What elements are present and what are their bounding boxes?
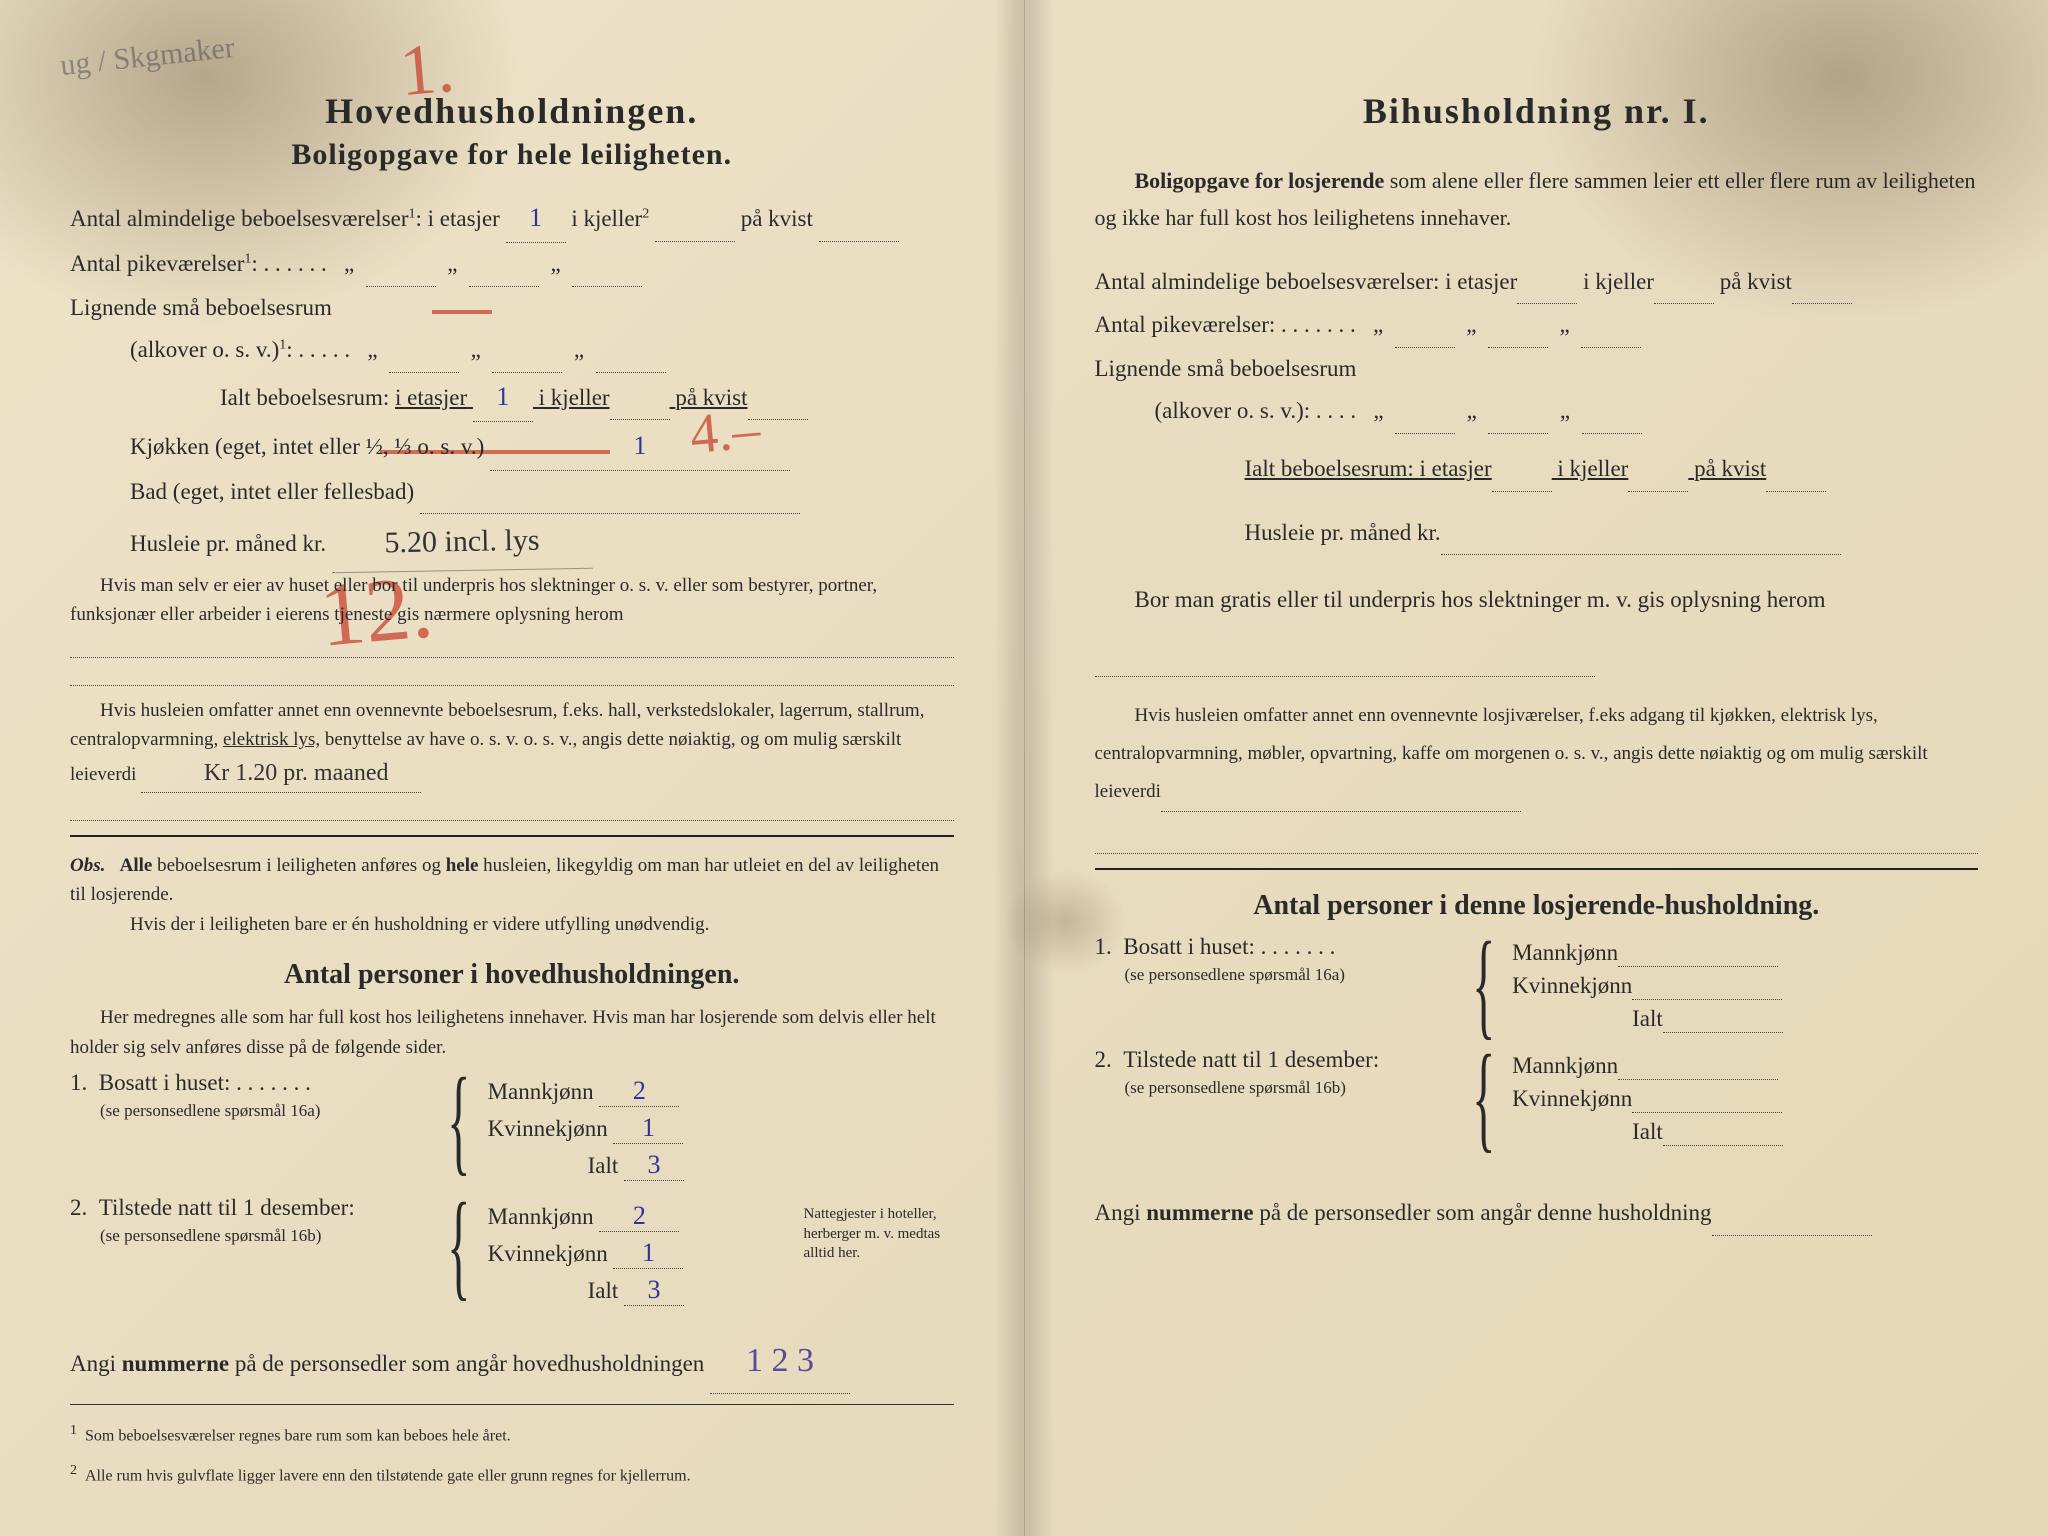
line-pike: Antal pikeværelser1: . . . . . . „ „ „ [70,243,954,287]
left-subtitle: Boligopgave for hele leiligheten. [70,138,954,172]
line-alkover-b: (alkover o. s. v.)1: . . . . . „ „ „ [70,329,954,373]
para-extras: Hvis husleien omfatter annet enn ovennev… [70,696,954,793]
r-q1: 1. Bosatt i huset: . . . . . . . (se per… [1095,934,1979,1039]
r-para1: Bor man gratis eller til underpris hos s… [1095,575,1979,677]
right-page: Bihusholdning nr. I. Boligopgave for los… [1025,0,2048,1536]
line-bath: Bad (eget, intet eller fellesbad) [70,471,954,515]
footnote-2: 2 Alle rum hvis gulvflate ligger lavere … [70,1463,954,1485]
pencil-note: ug / Skgmaker [59,31,237,83]
left-title: Hovedhusholdningen. [70,90,954,132]
q2-row: 2. Tilstede natt til 1 desember: (se per… [70,1195,954,1312]
r-rent: Husleie pr. måned kr. [1095,512,1979,556]
line-rent: Husleie pr. måned kr. 5.20 incl. lys [70,514,954,571]
r-para2: Hvis husleien omfatter annet enn ovennev… [1095,697,1979,812]
line-total-rooms: Ialt beboelsesrum: i etasjer 1 i kjeller… [70,373,954,422]
r-section2-title: Antal personer i denne losjerende-hushol… [1095,890,1979,922]
divider-1 [70,835,954,837]
q1-row: 1. Bosatt i huset: . . . . . . . (se per… [70,1070,954,1187]
line-alkover-a: Lignende små beboelsesrum [70,287,954,330]
line-rooms: Antal almindelige beboelsesværelser1: i … [70,194,954,243]
brace-icon: { [447,1090,470,1150]
census-form-spread: ug / Skgmaker 1. 4.– 12. Hovedhusholdnin… [0,0,2048,1536]
r-line-2: Antal pikeværelser: . . . . . . . „ „ „ [1095,304,1979,348]
section2-title: Antal personer i hovedhusholdningen. [70,959,954,991]
val-etasjer: 1 [506,194,566,243]
r-bottom: Angi nummerne på de personsedler som ang… [1095,1192,1979,1236]
obs-2: Hvis der i leiligheten bare er én hushol… [70,910,954,939]
guest-note: Nattegjester i hoteller, herberger m. v.… [804,1205,964,1264]
red-mark-1: 1. [396,26,457,113]
obs-block: Obs. Alle beboelsesrum i leiligheten anf… [70,851,954,910]
left-page: ug / Skgmaker 1. 4.– 12. Hovedhusholdnin… [0,0,1025,1536]
r-q2: 2. Tilstede natt til 1 desember: (se per… [1095,1047,1979,1152]
bottom-line: Angi nummerne på de personsedler som ang… [70,1330,954,1394]
section2-intro: Her medregnes alle som har full kost hos… [70,1003,954,1062]
r-line-3b: (alkover o. s. v.): . . . . „ „ „ [1095,390,1979,434]
r-total: Ialt beboelsesrum: i etasjer i kjeller p… [1095,448,1979,492]
line-kitchen: Kjøkken (eget, intet eller ½, ⅓ o. s. v.… [70,422,954,471]
r-line-3a: Lignende små beboelsesrum [1095,348,1979,391]
para-owner: Hvis man selv er eier av huset eller bor… [70,571,954,630]
footnote-rule [70,1404,954,1405]
right-intro: Boligopgave for losjerende som alene ell… [1095,162,1979,237]
footnote-1: 1 Som beboelsesværelser regnes bare rum … [70,1423,954,1445]
r-line-1: Antal almindelige beboelsesværelser: i e… [1095,261,1979,305]
r-divider [1095,868,1979,870]
right-title: Bihusholdning nr. I. [1095,90,1979,132]
